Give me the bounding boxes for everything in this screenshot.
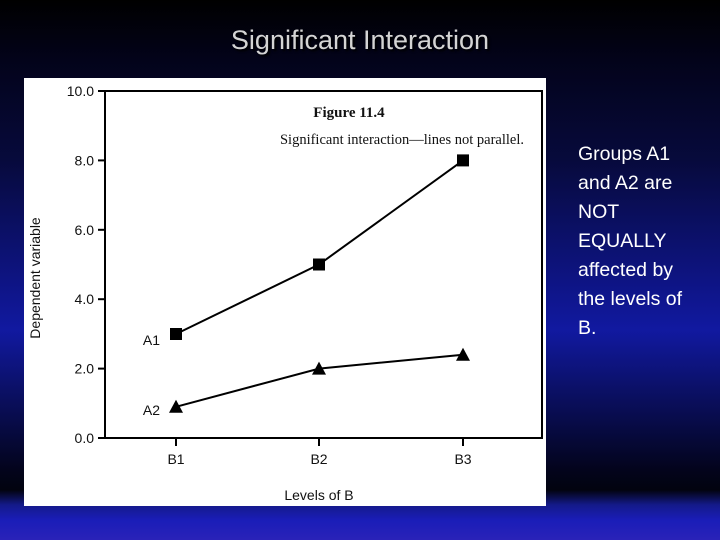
side-text-line: Groups A1 — [578, 143, 671, 165]
y-tick-label: 4.0 — [75, 291, 95, 307]
y-axis: 0.0 2.0 4.0 6.0 8.0 10.0 — [67, 83, 105, 446]
x-tick-label: B2 — [310, 451, 327, 467]
side-text-line: NOT — [578, 201, 620, 223]
slide-title: Significant Interaction — [230, 25, 490, 55]
y-tick-label: 6.0 — [75, 222, 95, 238]
side-text-line: the levels of — [578, 288, 683, 310]
y-tick-label: 2.0 — [75, 361, 95, 377]
side-text-line: B. — [578, 317, 597, 339]
y-tick-label: 10.0 — [67, 83, 94, 99]
triangle-marker-icon — [456, 347, 470, 361]
figure-caption: Significant interaction—lines not parall… — [280, 132, 524, 148]
triangle-marker-icon — [169, 399, 183, 413]
plot-frame — [104, 90, 543, 439]
series-a1: A1 — [143, 154, 469, 348]
square-marker-icon — [170, 328, 182, 340]
side-text-line: EQUALLY — [578, 230, 667, 252]
figure-label: Figure 11.4 — [313, 105, 385, 121]
series-label-a1: A1 — [143, 332, 160, 348]
series-a2: A2 — [143, 347, 470, 418]
series-label-a2: A2 — [143, 402, 160, 418]
y-tick-label: 8.0 — [75, 152, 95, 168]
x-axis-title: Levels of B — [284, 487, 353, 503]
side-text-line: and A2 are — [578, 172, 673, 194]
line-chart: 0.0 2.0 4.0 6.0 8.0 10.0 Dependent varia… — [27, 83, 543, 503]
square-marker-icon — [457, 154, 469, 167]
square-marker-icon — [313, 258, 325, 271]
x-axis: B1 B2 B3 — [167, 438, 472, 467]
side-explanation-text: Groups A1 and A2 are NOT EQUALLY affecte… — [578, 140, 718, 343]
figure-panel: 0.0 2.0 4.0 6.0 8.0 10.0 Dependent varia… — [24, 78, 546, 506]
y-tick-label: 0.0 — [75, 430, 95, 446]
x-tick-label: B1 — [167, 451, 184, 467]
side-text-line: affected by — [578, 259, 674, 281]
x-tick-label: B3 — [454, 451, 471, 467]
triangle-marker-icon — [312, 361, 326, 375]
y-axis-title: Dependent variable — [27, 217, 43, 339]
